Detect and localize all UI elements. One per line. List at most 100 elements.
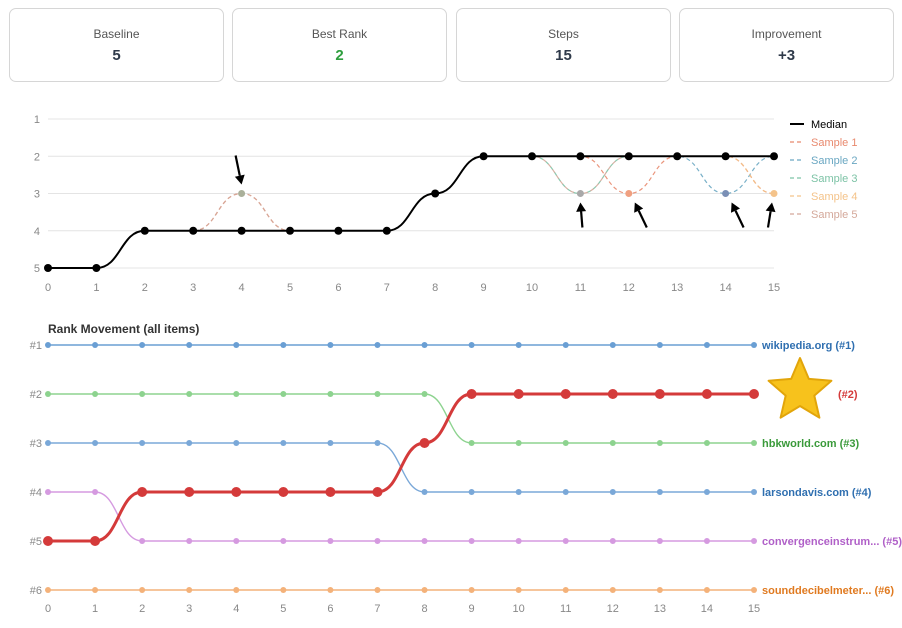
series-label: hbkworld.com (#3): [762, 438, 860, 450]
series-point: [562, 440, 569, 446]
series-point: [327, 342, 334, 348]
series-point: [233, 587, 240, 593]
y-tick-label: #6: [30, 585, 42, 597]
series-point: [515, 440, 522, 446]
series-point: [701, 389, 712, 399]
series-label: convergenceinstrum... (#5): [762, 536, 902, 548]
series-point: [45, 342, 51, 348]
series-point: [374, 391, 381, 397]
median-point: [334, 226, 343, 235]
sample-deviation-point: [722, 190, 730, 197]
legend-item: Sample 4: [790, 191, 857, 203]
series-point: [280, 587, 287, 593]
x-tick-label: 5: [280, 603, 286, 615]
item-series: convergenceinstrum... (#5): [45, 489, 902, 548]
series-point: [515, 489, 522, 495]
series-point: [374, 538, 381, 544]
series-point: [374, 587, 381, 593]
series-point: [280, 391, 287, 397]
series-label: wikipedia.org (#1): [761, 340, 855, 352]
series-point: [751, 538, 757, 544]
series-point: [45, 391, 51, 397]
series-point: [233, 538, 240, 544]
series-point: [280, 538, 287, 544]
x-tick-label: 2: [139, 603, 145, 615]
x-tick-label: 6: [327, 603, 333, 615]
series-point: [609, 538, 616, 544]
series-point: [92, 391, 99, 397]
series-point: [372, 487, 383, 497]
stat-label: Baseline: [93, 27, 140, 41]
arrow-head: [234, 174, 245, 185]
legend-label: Sample 4: [811, 191, 857, 203]
series-point: [751, 440, 757, 446]
series-point: [231, 487, 242, 497]
sample-deviation-point: [625, 190, 633, 197]
median-point: [721, 152, 730, 161]
series-point: [92, 489, 99, 495]
legend-item: Sample 2: [790, 155, 857, 167]
x-tick-label: 14: [701, 603, 713, 615]
arrow-shaft: [234, 155, 241, 176]
series-point: [749, 389, 759, 399]
stat-value: 5: [112, 47, 121, 64]
series-point: [139, 587, 146, 593]
item-series: sounddecibelmeter... (#6): [45, 585, 894, 597]
series-point: [515, 538, 522, 544]
series-point: [513, 389, 524, 399]
median-point: [770, 152, 778, 161]
x-tick-label: 5: [287, 282, 293, 294]
arrow-head: [634, 202, 644, 213]
series-point: [137, 487, 148, 497]
x-tick-label: 11: [560, 603, 571, 615]
y-tick-label: #2: [30, 389, 42, 401]
series-point: [421, 391, 428, 397]
series-point: [562, 587, 569, 593]
series-point: [139, 391, 146, 397]
series-point: [703, 489, 710, 495]
series-point: [562, 538, 569, 544]
rank-movement-chart: Rank Movement (all items)#1#2#3#4#5#60 1 2…: [30, 322, 902, 615]
series-point: [45, 440, 51, 446]
x-tick-label: 10: [513, 603, 525, 615]
series-point: [703, 440, 710, 446]
chart-title: Rank Movement (all items): [48, 322, 199, 336]
y-tick-label: #1: [30, 340, 42, 352]
y-tick-label: #3: [30, 438, 42, 450]
series-point: [609, 489, 616, 495]
series-point: [233, 440, 240, 446]
series-point: [609, 342, 616, 348]
series-point: [421, 587, 428, 593]
legend-label: Sample 5: [811, 209, 857, 221]
arrow-annotation: [234, 155, 245, 185]
x-tick-label: 4: [239, 282, 245, 294]
series-point: [562, 342, 569, 348]
stat-value: 15: [555, 47, 572, 64]
median-point: [189, 226, 198, 235]
series-point: [327, 538, 334, 544]
series-label: larsondavis.com (#4): [762, 487, 872, 499]
arrow-shaft: [766, 211, 772, 228]
series-point: [609, 440, 616, 446]
median-point: [140, 226, 149, 235]
sample-deviation-point: [770, 190, 778, 197]
star-icon: [767, 357, 833, 419]
series-point: [186, 587, 193, 593]
series-point: [751, 342, 757, 348]
y-tick-label: 2: [34, 151, 40, 163]
median-point: [92, 264, 101, 272]
series-point: [609, 587, 616, 593]
x-tick-label: 1: [93, 282, 99, 294]
arrow-head: [730, 202, 741, 213]
stat-card-best-rank: Best Rank 2: [232, 8, 447, 82]
item-series: hbkworld.com (#3): [45, 391, 860, 450]
arrow-annotation: [730, 202, 745, 228]
x-tick-label: 15: [768, 282, 780, 294]
series-point: [233, 391, 240, 397]
arrow-annotation: [765, 202, 776, 228]
series-point: [186, 440, 193, 446]
series-point: [468, 587, 475, 593]
legend-item: Sample 1: [790, 137, 857, 149]
y-tick-label: 4: [34, 226, 40, 238]
stats-cards: Baseline 5 Best Rank 2 Steps 15 Improvem…: [9, 8, 894, 82]
